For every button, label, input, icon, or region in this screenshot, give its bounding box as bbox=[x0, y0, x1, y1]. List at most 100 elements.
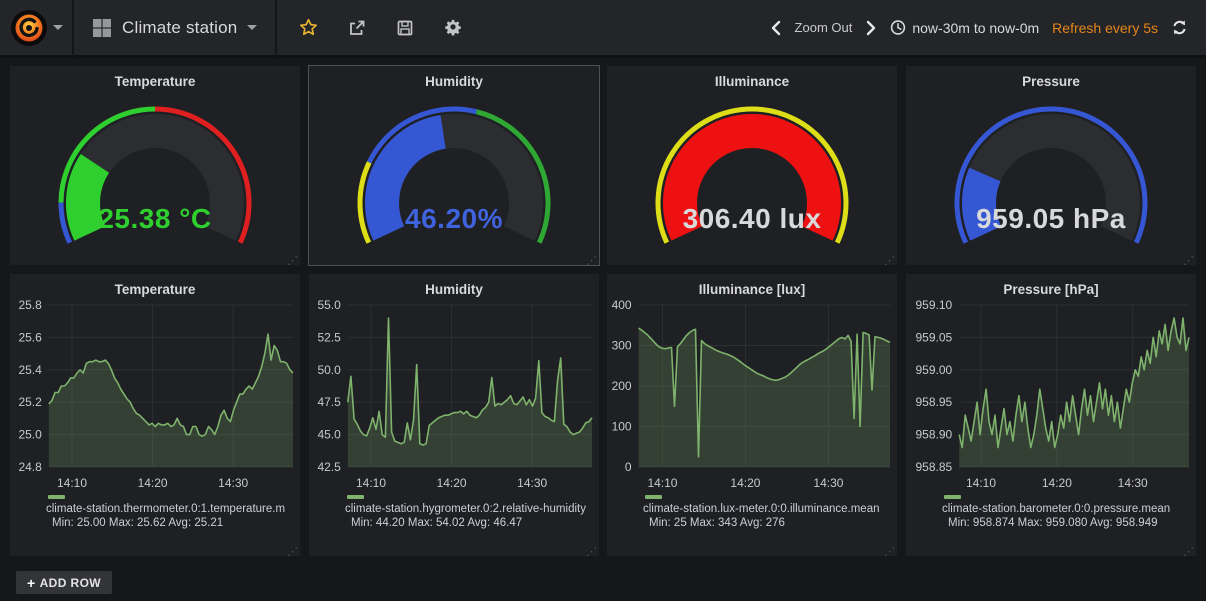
legend-series-name[interactable]: climate-station.barometer.0:0.pressure.m… bbox=[942, 503, 1171, 515]
panel-resize-handle[interactable]: ⋰ bbox=[586, 255, 597, 267]
svg-text:14:30: 14:30 bbox=[1118, 476, 1148, 490]
panel-resize-handle[interactable]: ⋰ bbox=[287, 546, 298, 558]
top-navbar: Climate station bbox=[0, 0, 1206, 58]
zoom-out-button[interactable]: Zoom Out bbox=[794, 20, 853, 35]
gear-icon bbox=[445, 19, 462, 35]
legend-series-name[interactable]: climate-station.thermometer.0:1.temperat… bbox=[46, 503, 286, 515]
save-icon bbox=[398, 20, 413, 35]
svg-text:14:30: 14:30 bbox=[813, 476, 843, 490]
panel-resize-handle[interactable]: ⋰ bbox=[884, 255, 895, 267]
svg-text:14:30: 14:30 bbox=[517, 476, 547, 490]
svg-text:14:20: 14:20 bbox=[437, 476, 467, 490]
save-button[interactable] bbox=[396, 19, 414, 37]
time-forward-button[interactable] bbox=[865, 20, 877, 36]
svg-text:42.5: 42.5 bbox=[317, 460, 341, 474]
panel-title[interactable]: Humidity bbox=[425, 282, 483, 297]
gauge-value: 959.05 hPa bbox=[976, 203, 1126, 234]
gauge-value: 46.20% bbox=[405, 203, 503, 234]
illuminance-graph[interactable]: 0 100 200 300 400 14:10 14:20 14:30 bbox=[607, 299, 897, 495]
legend-stats: Min: 958.874 Max: 959.080 Avg: 958.949 bbox=[948, 517, 1158, 529]
graph-legend: climate-station.barometer.0:0.pressure.m… bbox=[906, 495, 1196, 529]
divider bbox=[72, 0, 74, 57]
svg-text:100: 100 bbox=[612, 420, 632, 434]
panel-resize-handle[interactable]: ⋰ bbox=[884, 546, 895, 558]
panel-resize-handle[interactable]: ⋰ bbox=[1183, 255, 1194, 267]
gauge-panel-humidity: Humidity 46.20% ⋰ bbox=[308, 65, 600, 267]
legend-stats: Min: 44.20 Max: 54.02 Avg: 46.47 bbox=[351, 517, 523, 529]
svg-text:958.90: 958.90 bbox=[915, 428, 952, 442]
panel-resize-handle[interactable]: ⋰ bbox=[287, 255, 298, 267]
legend-swatch bbox=[944, 495, 961, 499]
svg-text:25.8: 25.8 bbox=[18, 299, 42, 312]
settings-button[interactable] bbox=[444, 19, 462, 37]
dashboard-picker[interactable]: Climate station bbox=[74, 0, 275, 57]
legend-swatch bbox=[347, 495, 364, 499]
legend-stats: Min: 25 Max: 343 Avg: 276 bbox=[649, 517, 785, 529]
panel-title[interactable]: Temperature bbox=[114, 282, 196, 297]
refresh-button[interactable] bbox=[1171, 19, 1188, 36]
time-back-button[interactable] bbox=[770, 20, 782, 36]
svg-text:24.8: 24.8 bbox=[18, 460, 42, 474]
svg-text:14:10: 14:10 bbox=[647, 476, 677, 490]
graph-panel-illuminance: Illuminance [lux] 0 100 200 300 400 14:10 14:2… bbox=[607, 274, 897, 558]
star-icon bbox=[300, 18, 318, 36]
dashboard-title: Climate station bbox=[122, 17, 238, 37]
dashboard-grid-icon bbox=[93, 18, 111, 37]
svg-text:25.2: 25.2 bbox=[18, 395, 42, 409]
grafana-logo-icon bbox=[10, 9, 47, 46]
pressure-graph[interactable]: 958.85 958.90 958.95 959.00 959.05 959.10 14:1… bbox=[906, 299, 1196, 495]
add-row-label: ADD ROW bbox=[39, 575, 102, 590]
panel-resize-handle[interactable]: ⋰ bbox=[1183, 546, 1194, 558]
share-icon bbox=[350, 20, 365, 35]
svg-text:14:10: 14:10 bbox=[356, 476, 386, 490]
svg-text:55.0: 55.0 bbox=[317, 299, 341, 312]
gauge-panel-illuminance: Illuminance 306.40 lux ⋰ bbox=[607, 66, 897, 267]
svg-text:47.5: 47.5 bbox=[317, 395, 341, 409]
star-button[interactable] bbox=[299, 18, 318, 37]
svg-text:14:20: 14:20 bbox=[138, 476, 168, 490]
graph-legend: climate-station.lux-meter.0:0.illuminanc… bbox=[607, 495, 897, 529]
refresh-icon bbox=[1173, 20, 1186, 35]
svg-text:14:10: 14:10 bbox=[57, 476, 87, 490]
legend-series-name[interactable]: climate-station.lux-meter.0:0.illuminanc… bbox=[643, 503, 880, 515]
legend-series-name[interactable]: climate-station.hygrometer.0:2.relative-… bbox=[345, 503, 586, 515]
temperature-gauge bbox=[58, 106, 252, 244]
illuminance-gauge bbox=[655, 106, 849, 244]
share-button[interactable] bbox=[348, 19, 366, 37]
gauge-value: 306.40 lux bbox=[682, 203, 822, 234]
grafana-logo-menu[interactable] bbox=[0, 0, 72, 57]
humidity-graph[interactable]: 42.5 45.0 47.5 50.0 52.5 55.0 14:10 14:20 14:30 bbox=[309, 299, 599, 495]
graph-panel-humidity: Humidity 42.5 45.0 47.5 50.0 52.5 55.0 14:10 14… bbox=[309, 274, 599, 558]
graph-panel-pressure: Pressure [hPa] 958.85 958.90 958.95 959.00 9… bbox=[906, 274, 1196, 558]
temperature-graph[interactable]: 24.8 25.0 25.2 25.4 25.6 25.8 14:10 14:20 14:30 bbox=[10, 299, 300, 495]
panel-resize-handle[interactable]: ⋰ bbox=[586, 546, 597, 558]
svg-text:400: 400 bbox=[612, 299, 632, 312]
plus-icon: + bbox=[27, 574, 36, 591]
svg-text:52.5: 52.5 bbox=[317, 330, 341, 344]
panel-title[interactable]: Humidity bbox=[425, 74, 483, 89]
svg-text:25.0: 25.0 bbox=[18, 428, 42, 442]
svg-text:958.85: 958.85 bbox=[915, 460, 952, 474]
svg-text:14:20: 14:20 bbox=[730, 476, 760, 490]
panel-title[interactable]: Temperature bbox=[114, 74, 196, 89]
svg-text:14:10: 14:10 bbox=[966, 476, 996, 490]
chevron-down-icon bbox=[52, 25, 63, 30]
panel-title[interactable]: Pressure bbox=[1022, 74, 1080, 89]
svg-text:959.10: 959.10 bbox=[915, 299, 952, 312]
panel-title[interactable]: Pressure [hPa] bbox=[1003, 282, 1099, 297]
divider bbox=[275, 0, 278, 57]
add-row-button[interactable]: + ADD ROW bbox=[16, 571, 113, 594]
panel-title[interactable]: Illuminance bbox=[714, 74, 790, 89]
graph-legend: climate-station.thermometer.0:1.temperat… bbox=[10, 495, 300, 529]
svg-text:14:30: 14:30 bbox=[218, 476, 248, 490]
svg-text:958.95: 958.95 bbox=[915, 395, 952, 409]
time-range-picker[interactable]: now-30m to now-0m bbox=[890, 19, 1039, 36]
gauge-panel-temperature: Temperature 25.38 °C ⋰ bbox=[10, 66, 300, 267]
clock-icon bbox=[891, 20, 906, 35]
legend-stats: Min: 25.00 Max: 25.62 Avg: 25.21 bbox=[52, 517, 224, 529]
svg-text:50.0: 50.0 bbox=[317, 363, 341, 377]
humidity-gauge bbox=[357, 106, 551, 244]
svg-text:25.6: 25.6 bbox=[18, 330, 42, 344]
panel-title[interactable]: Illuminance [lux] bbox=[698, 282, 806, 297]
refresh-interval-button[interactable]: Refresh every 5s bbox=[1052, 19, 1158, 36]
